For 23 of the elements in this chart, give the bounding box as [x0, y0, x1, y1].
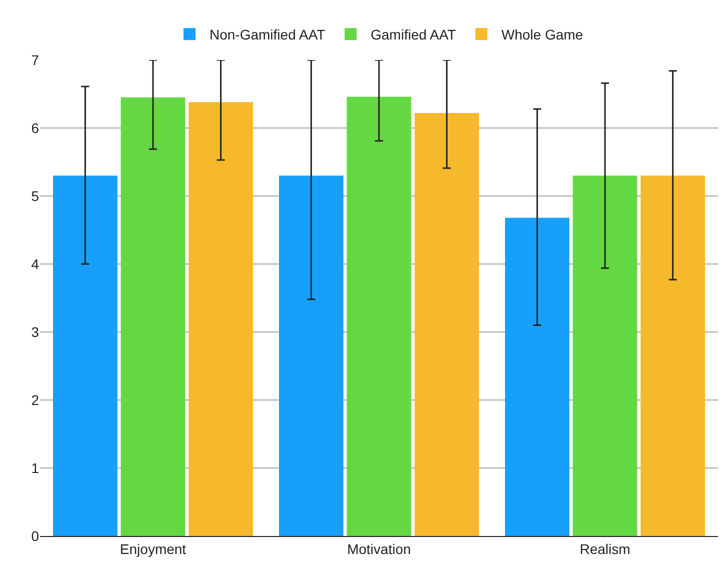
y-tick-label: 4: [31, 256, 40, 272]
bar: [505, 218, 570, 536]
x-tick-label: Motivation: [347, 540, 411, 557]
y-tick-label: 7: [31, 52, 40, 68]
bar: [346, 96, 412, 536]
legend-label: Non-Gamified AAT: [210, 26, 326, 43]
bar: [188, 102, 254, 536]
bar: [53, 176, 118, 536]
bar: [640, 176, 706, 536]
legend-label: Gamified AAT: [370, 26, 456, 43]
y-tick-label: 5: [31, 188, 40, 204]
y-tick-label: 3: [31, 324, 40, 340]
bar: [120, 97, 186, 536]
y-tick-label: 6: [31, 120, 40, 136]
bar: [572, 176, 638, 536]
y-tick-label: 2: [31, 392, 40, 408]
bar: [279, 176, 344, 536]
x-tick-label: Enjoyment: [120, 540, 186, 557]
y-tick-label: 1: [31, 460, 40, 476]
legend-label: Whole Game: [501, 26, 584, 43]
x-tick-label: Realism: [580, 540, 630, 557]
y-tick-label: 0: [31, 528, 40, 544]
bar: [414, 113, 480, 536]
